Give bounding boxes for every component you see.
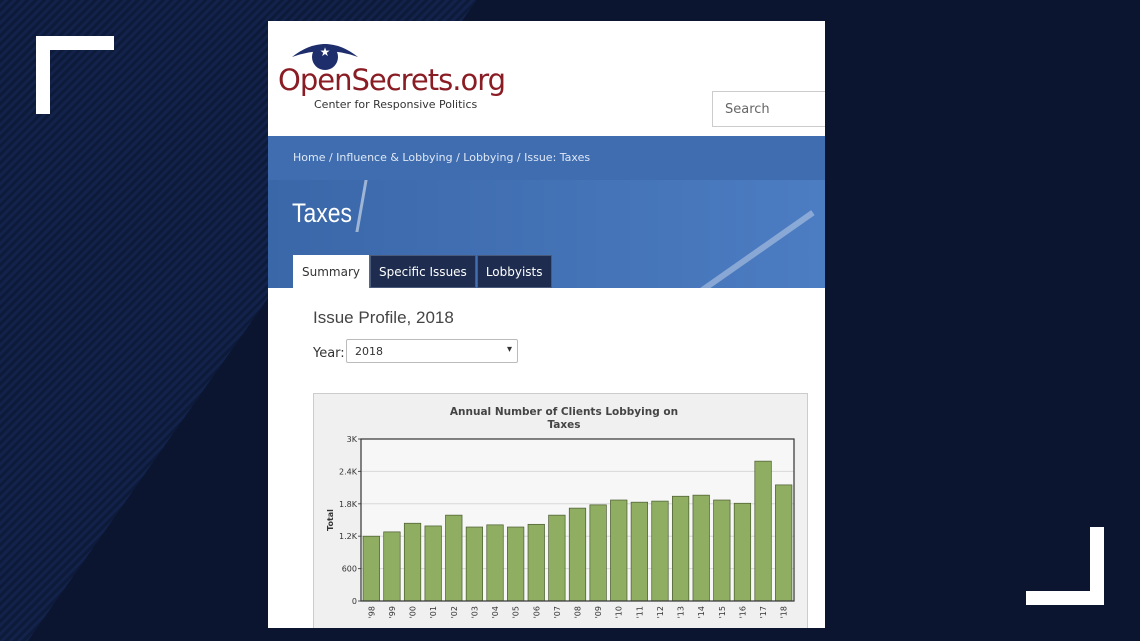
x-tick-label: '14 — [697, 606, 706, 618]
bar — [630, 501, 648, 602]
x-tick-label: '12 — [656, 606, 665, 618]
chart: Total 0 600 1.2K 1.8K 2.4K 3K '98 '99 '00 '01 '02 '… — [326, 435, 795, 618]
breadcrumb-bar: Home / Influence & Lobbying / Lobbying /… — [268, 136, 825, 180]
x-tick-label: '99 — [388, 606, 397, 618]
x-tick-label: '16 — [738, 606, 747, 618]
bar — [754, 460, 772, 602]
chart-panel: Total 0 600 1.2K 1.8K 2.4K 3K '98 '99 '00 '01 '02 '… — [313, 393, 808, 628]
corner-bracket — [1026, 591, 1104, 605]
svg-text:★: ★ — [320, 45, 331, 59]
plot-border — [360, 438, 795, 602]
bar — [445, 514, 463, 602]
bar — [465, 526, 484, 602]
corner-bracket — [1090, 527, 1104, 605]
y-axis-label: Total — [326, 509, 335, 531]
section-title: Issue Profile, 2018 — [313, 308, 454, 327]
y-tick-label: 3K — [347, 435, 358, 444]
bar — [733, 502, 752, 602]
y-tick-label: 600 — [342, 565, 357, 574]
x-tick-label: '18 — [780, 606, 789, 618]
x-tick-label: '15 — [718, 606, 727, 618]
x-tick-label: '10 — [615, 606, 624, 618]
x-tick-label: '03 — [470, 606, 479, 618]
bar — [403, 522, 422, 602]
x-tick-label: '98 — [367, 606, 376, 618]
bar — [527, 523, 545, 602]
tab[interactable]: Specific Issues — [370, 255, 476, 288]
bar — [486, 524, 504, 602]
bar — [671, 495, 690, 602]
x-tick-label: '07 — [553, 606, 562, 618]
x-tick-label: '00 — [409, 606, 418, 618]
corner-bracket — [36, 36, 114, 50]
x-tick-label: '04 — [491, 606, 500, 618]
bar — [775, 484, 793, 602]
bar — [692, 494, 710, 602]
corner-bracket — [36, 36, 50, 114]
x-tick-label: '17 — [759, 606, 768, 618]
decoration — [355, 180, 368, 232]
bar — [651, 500, 669, 602]
bar — [507, 526, 525, 602]
x-tick-label: '01 — [429, 606, 438, 618]
page-title: Taxes — [292, 198, 352, 228]
breadcrumb[interactable]: Home / Influence & Lobbying / Lobbying /… — [293, 151, 591, 164]
y-tick-label: 2.4K — [339, 467, 358, 476]
year-select[interactable]: 2018 — [346, 339, 518, 363]
y-tick-label: 1.2K — [339, 532, 358, 541]
year-label: Year: — [313, 346, 345, 361]
chart-title: Annual Number of Clients Lobbying on Tax… — [449, 406, 679, 431]
tabs: Summary Specific Issues Lobbyists — [293, 255, 553, 288]
bar — [610, 499, 628, 602]
tab[interactable]: Lobbyists — [476, 255, 552, 288]
bar — [713, 499, 731, 602]
y-tick-label: 1.8K — [339, 500, 358, 509]
tab[interactable]: Summary — [293, 255, 369, 288]
bar — [424, 525, 442, 602]
x-tick-label: '05 — [512, 606, 521, 618]
x-tick-label: '08 — [574, 606, 583, 618]
x-tick-label: '13 — [677, 606, 686, 618]
bar — [362, 535, 380, 602]
bar — [548, 514, 566, 602]
x-tick-label: '02 — [450, 606, 459, 618]
web-page: ★ OpenSecrets.org Center for Responsive … — [268, 21, 825, 628]
bar — [568, 507, 587, 602]
x-tick-label: '11 — [635, 606, 644, 618]
logo-title[interactable]: OpenSecrets.org — [278, 63, 506, 97]
logo-subtitle: Center for Responsive Politics — [314, 98, 478, 111]
bar — [383, 531, 401, 602]
x-tick-label: '09 — [594, 606, 603, 618]
logo-icon: ★ — [292, 44, 358, 70]
search-input[interactable]: Search — [712, 91, 825, 127]
x-tick-label: '06 — [532, 606, 541, 618]
y-tick-label: 0 — [352, 597, 357, 606]
bar — [589, 504, 607, 602]
decoration — [647, 210, 815, 288]
banner: Taxes Summary Specific Issues Lobbyists — [268, 180, 825, 288]
